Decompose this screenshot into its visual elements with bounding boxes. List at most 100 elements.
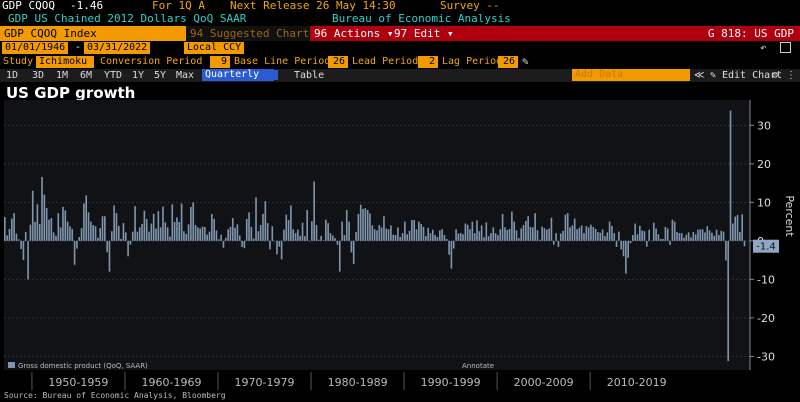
period-1y[interactable]: 1Y: [132, 70, 145, 81]
bar: [245, 218, 248, 241]
bar: [390, 225, 392, 241]
window-icon[interactable]: [780, 42, 791, 53]
suggested-charts-button[interactable]: 94 Suggested Charts: [190, 27, 316, 40]
ticker: GDP CQOQ: [2, 0, 55, 12]
edit-menu[interactable]: 97 Edit ▾: [394, 27, 454, 40]
collapse-icon[interactable]: ≪: [694, 70, 705, 81]
bar: [711, 232, 713, 241]
undo-icon[interactable]: ↶: [760, 42, 767, 54]
x-tick-label: 1960-1969: [142, 376, 202, 389]
baseline-field[interactable]: 26: [328, 56, 348, 68]
bar: [318, 239, 320, 241]
bar: [311, 221, 313, 241]
bar: [622, 240, 625, 257]
bar: [406, 234, 409, 241]
bar: [345, 210, 348, 241]
bar: [655, 228, 657, 241]
bar: [357, 213, 360, 241]
study-field[interactable]: Ichimoku: [36, 56, 94, 68]
bar: [117, 225, 120, 241]
bar: [99, 228, 101, 241]
frequency-dropdown[interactable]: Quarterly ▾: [202, 69, 275, 81]
security-field[interactable]: GDP CQOQ Index: [0, 26, 186, 41]
bar: [583, 233, 585, 241]
edit-chart-button[interactable]: Edit Chart: [722, 70, 783, 81]
bar: [718, 235, 720, 241]
bar: [366, 210, 369, 241]
bar: [373, 229, 376, 241]
lag-field[interactable]: 26: [498, 56, 518, 68]
bar: [31, 190, 34, 241]
bar: [111, 231, 113, 241]
period-1d[interactable]: 1D: [6, 70, 19, 81]
bar: [715, 229, 718, 241]
bar: [66, 221, 69, 241]
bar: [255, 197, 257, 241]
nav-controls: ↶: [756, 42, 796, 54]
bar: [248, 212, 250, 241]
x-tick-label: 2000-2009: [514, 376, 574, 389]
lead-label: Lead Period: [352, 56, 419, 67]
bar: [222, 240, 225, 248]
period-1m[interactable]: 1M: [56, 70, 69, 81]
chart-type-icon[interactable]: [264, 70, 278, 80]
bar: [578, 227, 581, 241]
bar: [211, 213, 213, 241]
bar: [552, 240, 555, 245]
period-ytd[interactable]: YTD: [104, 70, 123, 81]
bar: [201, 226, 204, 241]
bar: [580, 225, 583, 241]
lead-field[interactable]: 2: [418, 56, 438, 68]
bar: [515, 230, 518, 241]
currency-field[interactable]: Local CCY: [184, 42, 245, 54]
bar: [48, 219, 50, 241]
table-button[interactable]: Table: [294, 70, 325, 81]
bar: [569, 227, 571, 241]
more-icon[interactable]: ⋮: [786, 70, 796, 81]
bar: [678, 233, 681, 241]
bar: [343, 235, 346, 241]
bar: [385, 228, 388, 241]
period-6m[interactable]: 6M: [80, 70, 93, 81]
bar: [401, 233, 404, 241]
bar: [587, 227, 590, 241]
conversion-field[interactable]: 9: [210, 56, 230, 68]
edit-chart-icon[interactable]: ✎: [710, 70, 717, 81]
annotate-button[interactable]: Annotate: [462, 362, 494, 370]
bar: [243, 240, 246, 249]
bar: [492, 227, 495, 241]
bar: [480, 225, 483, 241]
bar: [418, 221, 420, 241]
bar: [708, 230, 711, 241]
bar: [138, 227, 141, 241]
bar: [532, 227, 534, 241]
bar: [278, 240, 281, 247]
pencil-icon[interactable]: ✎: [522, 56, 529, 68]
bar: [694, 234, 697, 241]
bar: [355, 231, 357, 241]
bar: [564, 214, 567, 241]
bar: [4, 216, 6, 241]
bar: [55, 235, 57, 241]
bar: [380, 227, 383, 241]
actions-menu[interactable]: 96 Actions ▾: [314, 27, 394, 40]
bar: [599, 232, 602, 241]
bar: [727, 240, 730, 362]
start-date-field[interactable]: 01/01/1946: [2, 42, 69, 54]
bar: [252, 238, 255, 241]
bar: [115, 213, 118, 241]
bar: [43, 194, 46, 241]
bar: [590, 224, 592, 241]
bar: [348, 221, 350, 241]
bar: [669, 240, 671, 246]
end-date-field[interactable]: 03/31/2022: [84, 42, 151, 54]
period-3d[interactable]: 3D: [32, 70, 45, 81]
period-max[interactable]: Max: [176, 70, 195, 81]
add-data-field[interactable]: Add Data: [572, 69, 690, 81]
period-5y[interactable]: 5Y: [154, 70, 167, 81]
settings-icon[interactable]: ⚙: [772, 70, 779, 81]
bar: [83, 203, 85, 241]
bar: [636, 234, 639, 241]
bar: [266, 223, 269, 241]
bar: [634, 223, 636, 241]
